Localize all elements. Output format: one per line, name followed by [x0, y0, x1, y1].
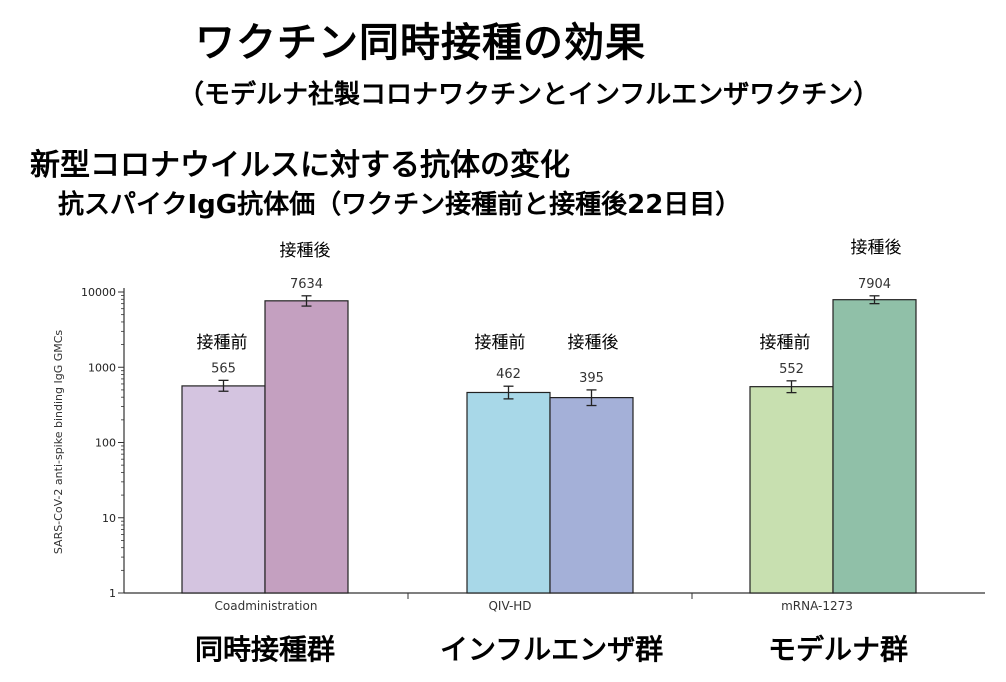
bar: [466, 391, 551, 594]
y-tick-label: 1000: [88, 361, 116, 374]
group-label-influenza: インフルエンザ群: [440, 633, 664, 666]
data-label: 565: [211, 361, 236, 376]
y-axis-label: SARS-CoV-2 anti-spike binding IgG GMCs: [52, 330, 65, 555]
y-tick-label: 100: [95, 437, 116, 450]
x-category-label: Coadministration: [215, 599, 318, 613]
data-label: 462: [496, 367, 521, 382]
phase-label: 接種前: [760, 333, 811, 353]
phase-label: 接種後: [280, 241, 331, 261]
bar: [181, 385, 266, 594]
section-subheading: 抗スパイクIgG抗体価（ワクチン接種前と接種後22日目）: [58, 190, 742, 220]
x-category-label: QIV-HD: [488, 599, 531, 613]
data-label: 7634: [290, 277, 323, 292]
phase-label: 接種前: [475, 333, 526, 353]
data-label: 7904: [858, 277, 891, 292]
phase-label: 接種後: [851, 238, 902, 258]
y-tick-label: 1: [109, 587, 116, 600]
section-heading: 新型コロナウイルスに対する抗体の変化: [30, 148, 570, 183]
bar: [749, 386, 834, 594]
bar: [264, 300, 349, 594]
group-label-coadministration: 同時接種群: [195, 633, 336, 666]
bar: [832, 299, 917, 594]
y-tick-label: 10000: [81, 286, 116, 299]
phase-label: 接種後: [568, 333, 619, 353]
bar: [549, 397, 634, 594]
page-subtitle: （モデルナ社製コロナワクチンとインフルエンザワクチン）: [178, 80, 880, 110]
phase-label: 接種前: [197, 333, 248, 353]
page-title: ワクチン同時接種の効果: [195, 20, 646, 66]
data-label: 552: [779, 362, 804, 377]
data-label: 395: [579, 371, 604, 386]
group-label-moderna: モデルナ群: [768, 633, 909, 666]
x-category-label: mRNA-1273: [781, 599, 853, 613]
y-tick-label: 10: [102, 512, 116, 525]
